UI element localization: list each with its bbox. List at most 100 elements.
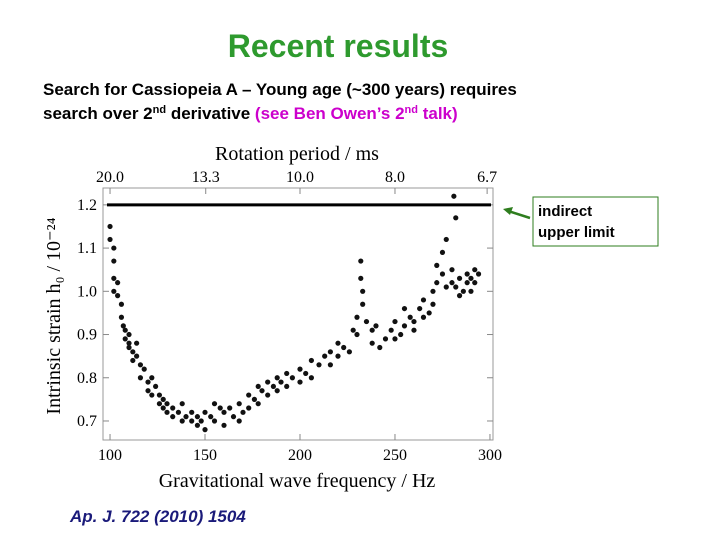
- data-point: [274, 375, 280, 381]
- data-point: [183, 414, 189, 420]
- data-point: [358, 275, 364, 281]
- data-point: [382, 336, 389, 342]
- body-line: search over 2nd derivative (see Ben Owen…: [43, 104, 458, 123]
- data-point: [401, 323, 408, 329]
- data-point: [360, 288, 366, 294]
- data-point: [369, 340, 375, 346]
- data-point: [156, 401, 163, 407]
- data-point: [327, 362, 333, 368]
- data-point: [111, 275, 117, 281]
- data-point: [202, 427, 208, 433]
- data-point: [160, 405, 166, 411]
- data-point: [464, 271, 470, 277]
- data-point: [468, 288, 474, 294]
- x-tick-label: 250: [383, 447, 407, 464]
- annotation-text: indirect: [538, 203, 592, 220]
- data-point: [141, 366, 147, 372]
- data-point: [111, 258, 117, 264]
- data-point: [472, 280, 478, 286]
- data-point: [137, 375, 144, 381]
- data-point: [118, 301, 125, 307]
- x2-tick-label: 20.0: [96, 169, 124, 186]
- data-point: [308, 375, 314, 381]
- data-point: [377, 344, 383, 351]
- data-point: [472, 267, 478, 273]
- data-point: [460, 288, 466, 294]
- data-point: [434, 280, 440, 286]
- data-point: [453, 215, 459, 221]
- data-point: [335, 340, 341, 346]
- data-point: [451, 193, 457, 199]
- data-point: [211, 418, 218, 424]
- data-point: [420, 314, 427, 320]
- data-point: [373, 323, 379, 329]
- data-point: [236, 401, 242, 407]
- data-point: [149, 392, 155, 398]
- body-line: Search for Cassiopeia A – Young age (~30…: [43, 80, 517, 99]
- data-point: [456, 275, 463, 281]
- x2-axis-title: Rotation period / ms: [215, 143, 379, 165]
- plot-frame: [102, 187, 494, 441]
- data-point: [284, 383, 290, 390]
- citation: Ap. J. 722 (2010) 1504: [69, 507, 246, 526]
- arrow-head: [503, 207, 513, 215]
- data-point: [443, 284, 449, 290]
- text: search over 2: [43, 104, 153, 123]
- x-tick-label: 200: [288, 447, 312, 464]
- data-point: [360, 301, 366, 307]
- y-tick-label: 0.7: [77, 413, 97, 430]
- data-point: [145, 379, 151, 385]
- data-point: [449, 267, 455, 273]
- data-point: [107, 236, 113, 243]
- data-point: [221, 409, 227, 415]
- data-point: [369, 327, 375, 333]
- data-point: [401, 305, 408, 312]
- data-point: [468, 275, 474, 281]
- data-point: [115, 280, 121, 286]
- x-axis-title: Gravitational wave frequency / Hz: [159, 470, 436, 492]
- data-point: [270, 383, 276, 390]
- data-point: [160, 396, 166, 402]
- data-point: [265, 392, 271, 398]
- data-point: [120, 323, 126, 329]
- data-point: [259, 388, 265, 394]
- data-point: [194, 414, 201, 420]
- data-point: [122, 327, 128, 333]
- data-point: [341, 344, 347, 351]
- data-point: [316, 362, 322, 368]
- annotation-arrow: [507, 209, 531, 220]
- x-tick-label: 150: [193, 447, 217, 464]
- data-point: [149, 375, 155, 381]
- data-point: [464, 280, 470, 286]
- data-point: [303, 370, 309, 377]
- data-point: [246, 392, 252, 398]
- data-point: [255, 383, 261, 390]
- data-point: [134, 353, 140, 359]
- y-tick-label: 1.0: [77, 283, 97, 300]
- data-point: [251, 396, 258, 402]
- data-point: [398, 331, 404, 338]
- data-point: [134, 340, 140, 346]
- data-point: [179, 418, 185, 424]
- data-point: [126, 340, 132, 346]
- data-point: [392, 318, 398, 325]
- data-point: [426, 310, 432, 316]
- data-point: [130, 349, 136, 355]
- x-tick-label: 300: [478, 447, 502, 464]
- data-point: [453, 284, 459, 290]
- data-point: [170, 405, 176, 411]
- text: (see Ben Owen’s 2: [255, 104, 405, 123]
- data-point: [388, 327, 394, 333]
- data-point: [411, 318, 417, 325]
- superscript: nd: [153, 104, 166, 116]
- data-point: [137, 362, 144, 368]
- data-point: [217, 405, 223, 411]
- data-point: [126, 331, 132, 338]
- data-point: [284, 370, 290, 377]
- y-axis-title: Intrinsic strain h₀ / 10⁻²⁴: [43, 217, 65, 414]
- data-point: [350, 327, 356, 333]
- data-point: [246, 405, 252, 411]
- data-point: [449, 280, 455, 286]
- data-point: [164, 409, 170, 415]
- x2-tick-label: 8.0: [385, 169, 405, 186]
